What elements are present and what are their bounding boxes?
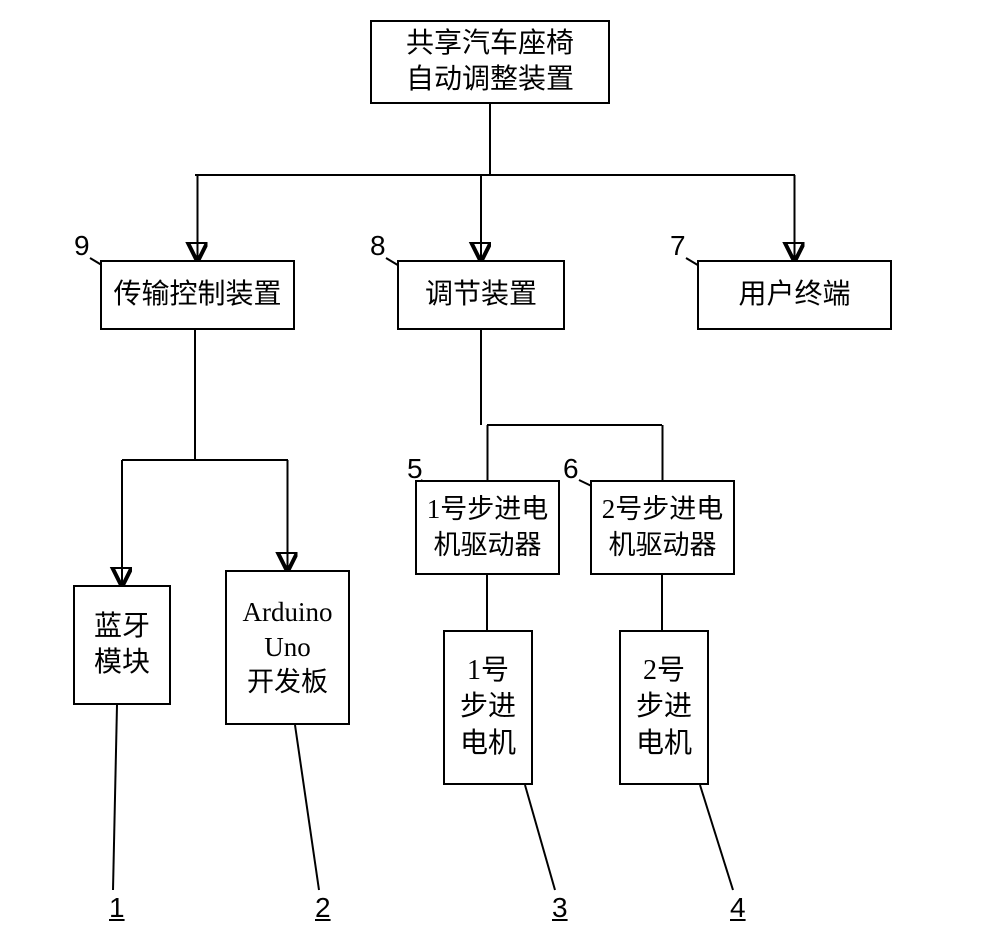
footer-number: 3	[552, 892, 568, 924]
node-n3_box: 1号步进电机	[443, 630, 533, 785]
node-n9: 传输控制装置	[100, 260, 295, 330]
node-n2_box: ArduinoUno开发板	[225, 570, 350, 725]
callout-number: 7	[670, 230, 686, 262]
callout-number: 6	[563, 453, 579, 485]
node-label: 共享汽车座椅自动调整装置	[406, 26, 574, 99]
node-label: 传输控制装置	[113, 277, 281, 313]
footer-number: 4	[730, 892, 746, 924]
node-n7: 用户终端	[697, 260, 892, 330]
node-n4_box: 2号步进电机	[619, 630, 709, 785]
node-n6_box: 2号步进电机驱动器	[590, 480, 735, 575]
node-label: 用户终端	[738, 277, 850, 313]
node-root: 共享汽车座椅自动调整装置	[370, 20, 610, 104]
callout-number: 5	[407, 453, 423, 485]
footer-number: 1	[109, 892, 125, 924]
node-label: 2号步进电机	[636, 653, 692, 762]
callout-number: 8	[370, 230, 386, 262]
node-n1_box: 蓝牙模块	[73, 585, 171, 705]
node-label: ArduinoUno开发板	[243, 595, 333, 700]
node-n8: 调节装置	[397, 260, 565, 330]
callout-number: 9	[74, 230, 90, 262]
node-n5_box: 1号步进电机驱动器	[415, 480, 560, 575]
node-label: 蓝牙模块	[94, 609, 150, 682]
connector-layer	[0, 0, 1000, 947]
node-label: 2号步进电机驱动器	[602, 492, 724, 562]
footer-number: 2	[315, 892, 331, 924]
node-label: 1号步进电机	[460, 653, 516, 762]
node-label: 1号步进电机驱动器	[427, 492, 549, 562]
node-label: 调节装置	[425, 277, 537, 313]
